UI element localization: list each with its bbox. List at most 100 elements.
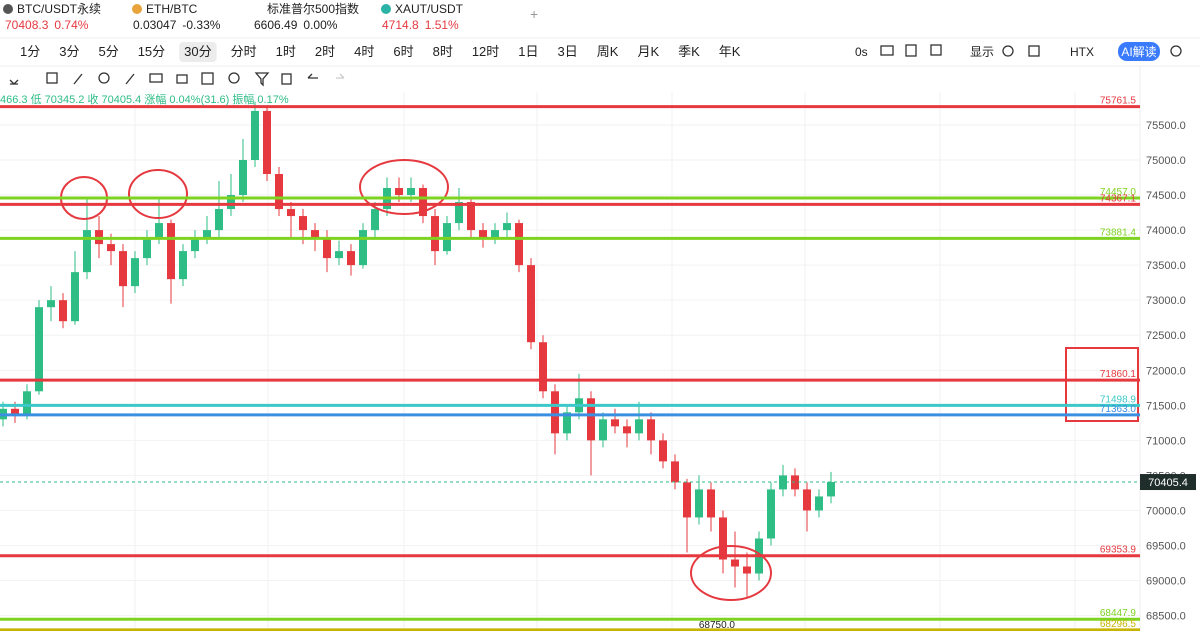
y-tick-label: 74500.0	[1146, 190, 1186, 202]
timeframe-tab[interactable]: 周K	[597, 44, 619, 59]
timeframe-tab[interactable]: 1分	[20, 44, 40, 59]
candle-body	[35, 307, 43, 392]
timeframe-tab[interactable]: 季K	[678, 44, 700, 59]
timeframe-tab[interactable]: 1日	[518, 44, 538, 59]
tool-icon[interactable]	[254, 72, 270, 87]
timeframe-tab[interactable]: 4时	[354, 44, 374, 59]
candle-body	[647, 419, 655, 441]
timeframe-tab[interactable]: 8时	[433, 44, 453, 59]
y-tick-label: 73000.0	[1146, 295, 1186, 307]
candle-body	[719, 517, 727, 560]
ticker-name[interactable]: ETH/BTC	[146, 2, 198, 16]
y-tick-label: 75000.0	[1146, 155, 1186, 167]
ai-label[interactable]: AI解读	[1121, 45, 1156, 59]
candle-body	[335, 251, 343, 259]
timeframe-tab[interactable]: 2时	[315, 44, 335, 59]
candle-body	[59, 300, 67, 322]
candle-body	[431, 216, 439, 252]
tool-icon[interactable]	[880, 45, 894, 56]
tool-icon[interactable]	[98, 72, 110, 84]
ai-button[interactable]	[1118, 42, 1160, 61]
tool-icon[interactable]	[201, 72, 214, 85]
candle-body	[215, 209, 223, 231]
tool-icon[interactable]	[125, 73, 135, 85]
candle-body	[659, 440, 667, 462]
candle-body	[515, 223, 523, 266]
ticker-name[interactable]: BTC/USDT永续	[17, 2, 101, 16]
level-label: 74457.0	[1100, 187, 1137, 198]
add-tab[interactable]: +	[530, 6, 538, 22]
candle-body	[815, 496, 823, 511]
timeframe-tab[interactable]: 5分	[98, 44, 118, 59]
annotations	[60, 159, 1139, 601]
level-label: 71498.9	[1100, 394, 1137, 405]
timeframe-tab[interactable]: 分时	[231, 44, 257, 59]
candle-body	[359, 230, 367, 266]
tool-icon[interactable]	[149, 73, 163, 83]
annotation-box	[1065, 347, 1139, 422]
tool-icon[interactable]	[281, 73, 292, 85]
candle-body	[203, 230, 211, 238]
tool-icon[interactable]	[46, 72, 58, 84]
candle-body	[695, 489, 703, 518]
candle-body	[683, 482, 691, 518]
level-label: 69353.9	[1100, 545, 1137, 556]
candle-body	[311, 230, 319, 238]
y-tick-label: 70000.0	[1146, 505, 1186, 517]
level-label: 68296.5	[1100, 619, 1137, 630]
timeframe-tab[interactable]: 3日	[558, 44, 578, 59]
candle-body	[107, 244, 115, 252]
candle-body	[491, 230, 499, 238]
candle-body	[143, 237, 151, 259]
y-tick-label: 72000.0	[1146, 365, 1186, 377]
candle-body	[479, 230, 487, 238]
timeframe-tab[interactable]: 年K	[719, 44, 741, 59]
timeframe-tab[interactable]: 月K	[637, 44, 659, 59]
timeframe-tab[interactable]: 1时	[276, 44, 296, 59]
tool-icon[interactable]	[1002, 45, 1014, 57]
timeframe-tab[interactable]: 3分	[59, 44, 79, 59]
ticker-price: 4714.8	[382, 18, 419, 32]
tool-icon[interactable]	[1028, 45, 1040, 57]
ticker-icon	[253, 4, 263, 14]
y-tick-label: 75500.0	[1146, 120, 1186, 132]
candle-body	[455, 202, 463, 224]
candle-body	[47, 300, 55, 308]
tool-icon[interactable]	[905, 44, 917, 57]
tool-icon[interactable]	[1170, 45, 1182, 57]
candle-body	[731, 559, 739, 567]
candle-body	[803, 489, 811, 511]
candle-body	[767, 489, 775, 539]
timeframe-tab[interactable]: 30分	[184, 44, 211, 59]
timeframe-tab[interactable]: 12时	[472, 44, 499, 59]
y-tick-label: 68500.0	[1146, 611, 1186, 623]
low-marker-label: 68750.0	[699, 620, 736, 631]
ticker-name[interactable]: XAUT/USDT	[395, 2, 464, 16]
candle-body	[131, 258, 139, 287]
exchange[interactable]: HTX	[1070, 45, 1094, 59]
tool-icon[interactable]	[9, 79, 19, 85]
level-label: 71860.1	[1100, 369, 1137, 380]
timeframe-tab[interactable]: 15分	[138, 44, 165, 59]
y-tick-label: 69500.0	[1146, 540, 1186, 552]
timeframe-tab[interactable]: 6时	[393, 44, 413, 59]
ticker-change: -0.33%	[182, 18, 220, 32]
display-toggle[interactable]: 显示	[970, 45, 994, 59]
tool-icon[interactable]	[930, 44, 942, 56]
candle-body	[23, 391, 31, 416]
candle-body	[743, 566, 751, 574]
tool-icon[interactable]	[176, 74, 188, 84]
tool-icon[interactable]	[73, 73, 83, 85]
candle-body	[11, 408, 19, 416]
tool-icon[interactable]	[307, 73, 318, 79]
level-label: 74367.1	[1100, 193, 1137, 204]
tool-icon[interactable]	[228, 72, 240, 84]
toolbar	[9, 44, 1182, 87]
annotation-ellipse	[359, 159, 449, 215]
tool-icon[interactable]	[336, 73, 345, 79]
candle-body	[563, 412, 571, 434]
y-tick-label: 72500.0	[1146, 330, 1186, 342]
ticker-name[interactable]: 标准普尔500指数	[267, 1, 359, 16]
candle-body	[227, 195, 235, 210]
